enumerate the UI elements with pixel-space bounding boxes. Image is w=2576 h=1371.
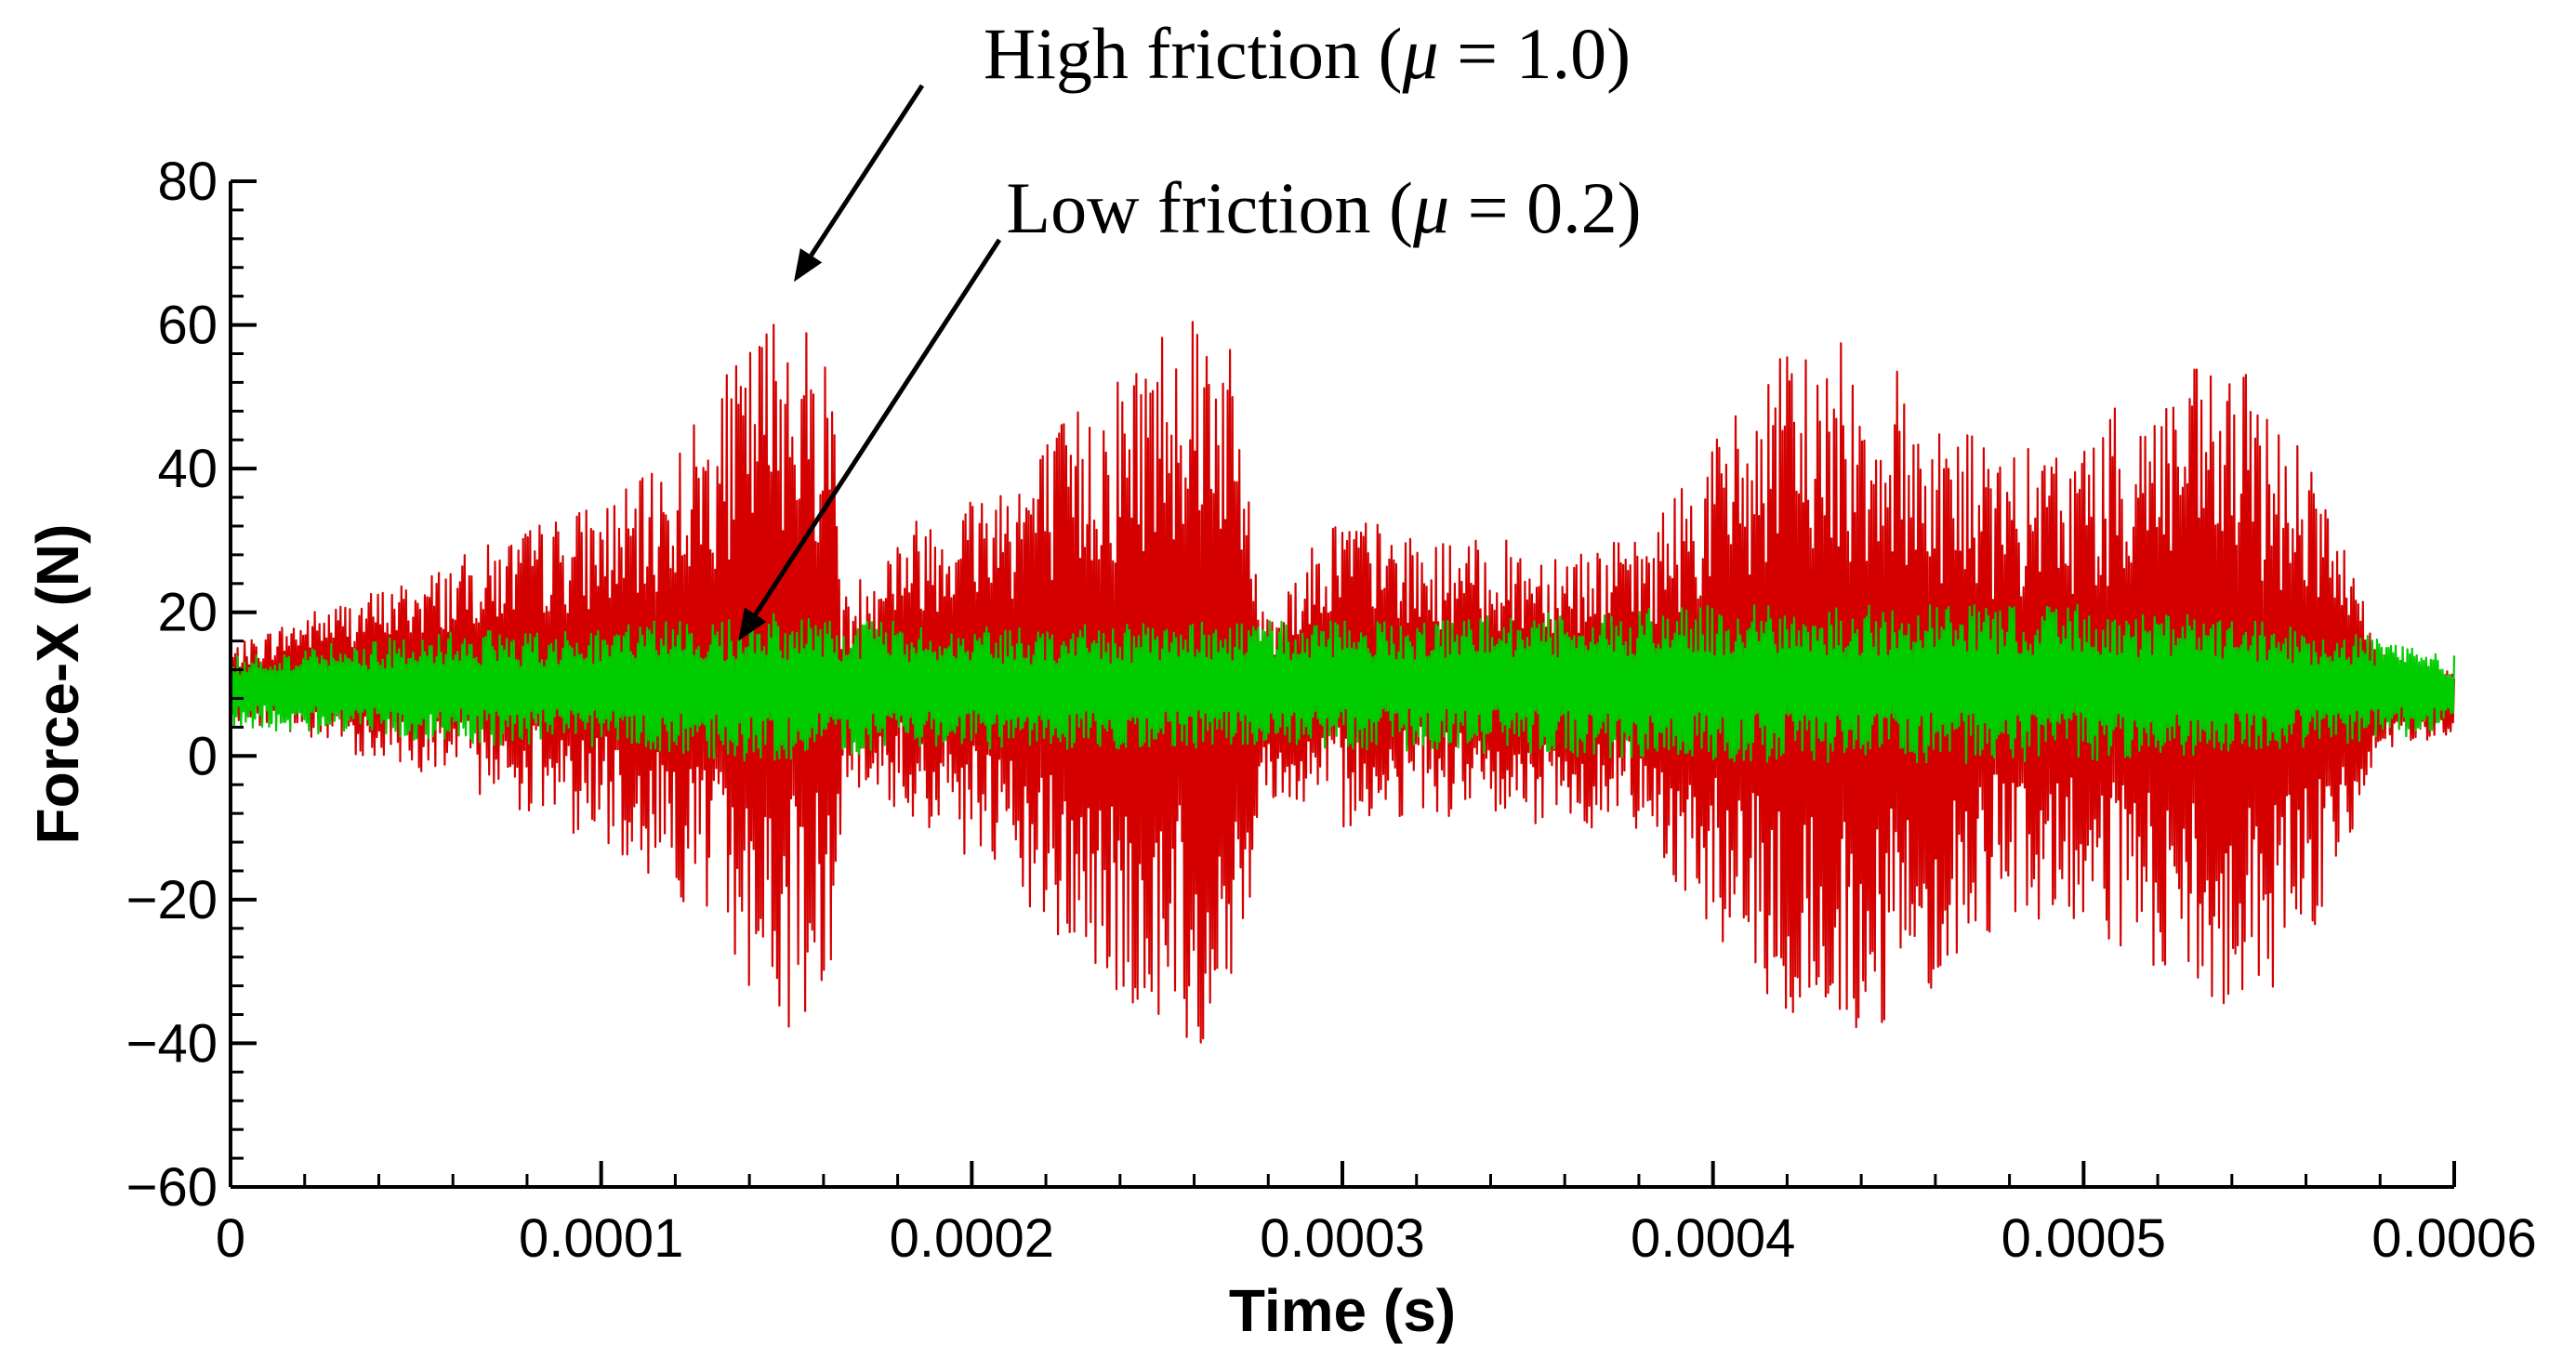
- x-tick-label: 0.0006: [2371, 1208, 2536, 1269]
- y-tick-label: −60: [126, 1157, 218, 1218]
- x-axis-ticks: 0 0.0001 0.0002 0.0003 0.0004 0.0005 0.0006: [216, 1161, 2537, 1269]
- y-tick-label: 60: [157, 296, 218, 356]
- annotation-low-friction-label: Low friction (μ = 0.2): [1006, 167, 1641, 248]
- y-tick-label: 40: [157, 439, 218, 499]
- y-tick-label: −40: [126, 1013, 218, 1074]
- y-tick-label: 0: [188, 726, 218, 786]
- annotation-low-friction: Low friction (μ = 0.2): [738, 167, 1642, 641]
- y-axis-title: Force-X (N): [24, 524, 91, 845]
- annotation-high-friction-arrow: [809, 84, 925, 257]
- annotation-low-friction-arrow: [753, 238, 1002, 616]
- x-tick-label: 0.0003: [1260, 1208, 1424, 1269]
- x-tick-label: 0.0005: [2001, 1208, 2166, 1269]
- series-low-friction: [229, 603, 2456, 765]
- annotation-low-friction-arrowhead: [738, 607, 767, 641]
- x-axis-title: Time (s): [1229, 1277, 1456, 1344]
- axes: 0 0.0001 0.0002 0.0003 0.0004 0.0005 0.0006 −6…: [126, 152, 2537, 1269]
- y-tick-label: 80: [157, 152, 218, 212]
- annotation-high-friction-label: High friction (μ = 1.0): [984, 13, 1631, 94]
- y-axis-ticks: −60 −40 −20 0 20 40 60 80: [126, 152, 257, 1218]
- y-tick-label: −20: [126, 870, 218, 930]
- data-area: [229, 321, 2456, 1044]
- x-tick-label: 0.0002: [890, 1208, 1054, 1269]
- x-tick-label: 0.0004: [1631, 1208, 1795, 1269]
- x-tick-label: 0.0001: [519, 1208, 683, 1269]
- series-line: [229, 603, 2456, 765]
- annotation-high-friction-arrowhead: [793, 248, 823, 283]
- annotation-high-friction: High friction (μ = 1.0): [793, 13, 1631, 283]
- y-tick-label: 20: [157, 583, 218, 643]
- x-tick-label: 0: [216, 1208, 245, 1269]
